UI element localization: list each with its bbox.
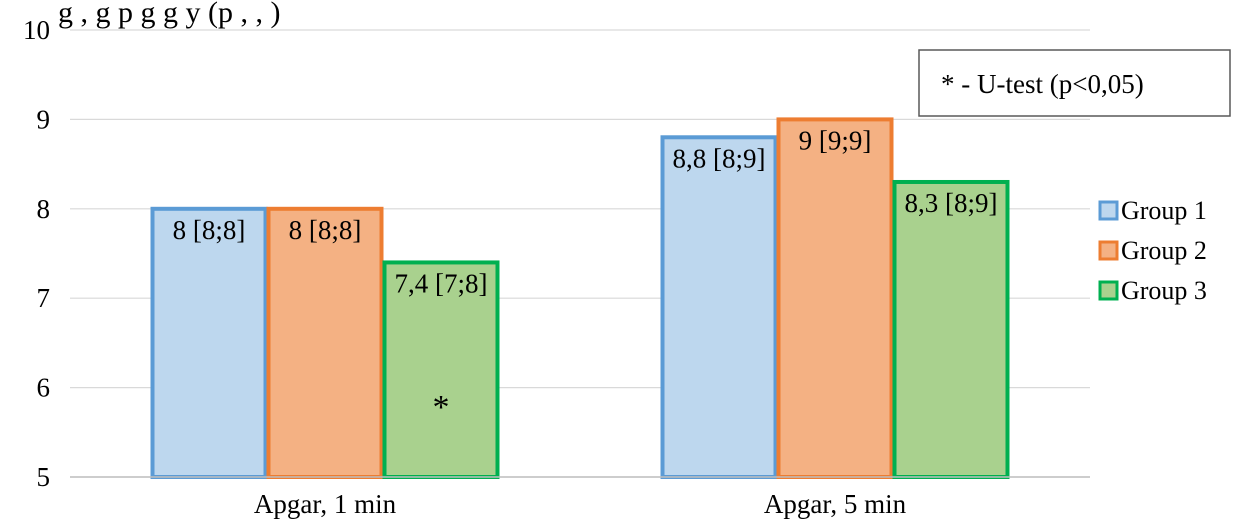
y-tick-label: 8 [37, 194, 51, 224]
note-text: * - U-test (p<0,05) [941, 69, 1144, 99]
legend-label: Group 1 [1121, 196, 1207, 225]
x-tick-label: Apgar, 5 min [764, 489, 907, 519]
bar [892, 179, 1010, 479]
legend-label: Group 3 [1121, 276, 1207, 305]
bar [382, 260, 500, 479]
x-tick-label: Apgar, 1 min [254, 489, 397, 519]
data-labels: 8 [8;8] 8 [8;8] 7,4 [7;8] 8,8 [8;9] 9 [9;9] 8… [173, 125, 998, 426]
data-label: 8 [8;8] [173, 215, 246, 245]
chart-title-fragment: g , g p g g y (p , , ) [58, 0, 280, 29]
bar [660, 135, 778, 479]
axes: 5 6 7 8 9 10 Apgar, 1 min Apgar, 5 min [23, 15, 1090, 519]
bar [150, 206, 268, 480]
data-label: 8 [8;8] [289, 215, 362, 245]
legend-label: Group 2 [1121, 236, 1207, 265]
legend-swatch [1098, 200, 1119, 221]
legend: Group 1 Group 2 Group 3 [1098, 196, 1207, 305]
y-tick-label: 5 [37, 462, 51, 492]
y-tick-label: 10 [23, 15, 50, 45]
note-box-frame [918, 49, 1231, 117]
bars [150, 117, 1010, 480]
y-tick-label: 7 [37, 283, 51, 313]
data-label: 9 [9;9] [799, 125, 872, 155]
legend-swatch [1098, 240, 1119, 261]
note-box: * - U-test (p<0,05) [918, 49, 1231, 117]
data-label: 8,3 [8;9] [905, 188, 998, 218]
y-tick-label: 6 [37, 373, 51, 403]
bar [266, 206, 384, 480]
data-label: 7,4 [7;8] [395, 268, 488, 298]
y-tick-label: 9 [37, 104, 51, 134]
legend-swatch [1098, 280, 1119, 301]
bar [776, 117, 894, 480]
significance-marker: * [433, 389, 450, 426]
data-label: 8,8 [8;9] [673, 143, 766, 173]
